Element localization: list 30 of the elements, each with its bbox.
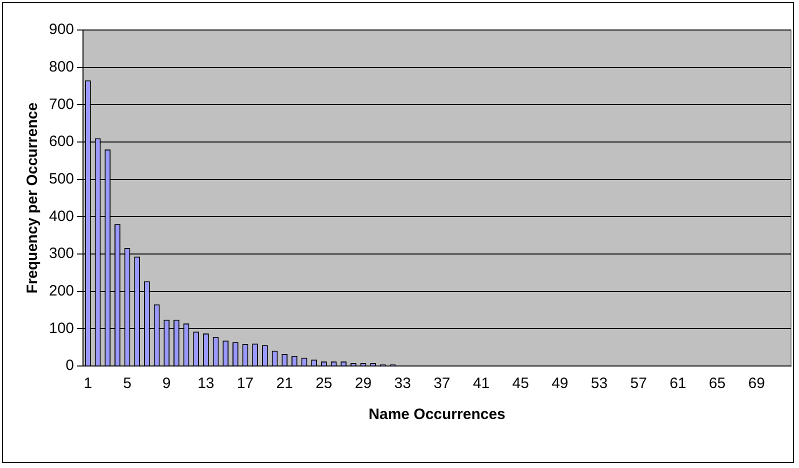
y-tick-label: 200 — [48, 282, 74, 300]
x-tick-label: 25 — [316, 375, 332, 392]
x-tick-label: 41 — [472, 375, 490, 392]
y-tick-label: 0 — [66, 357, 74, 374]
x-tick-label: 65 — [708, 375, 726, 392]
x-tick-label: 57 — [630, 375, 647, 392]
y-tick-label: 700 — [48, 96, 74, 113]
y-tick-label: 600 — [48, 133, 74, 150]
x-tick-label: 17 — [236, 375, 254, 392]
x-tick-label: 61 — [670, 375, 686, 392]
x-tick-label: 37 — [434, 375, 450, 392]
y-tick-label: 800 — [48, 58, 74, 76]
y-tick-label: 300 — [48, 245, 74, 262]
y-tick-label: 900 — [48, 21, 74, 38]
x-tick-label: 9 — [162, 375, 171, 392]
x-tick-label: 69 — [748, 375, 765, 392]
y-tick-label: 100 — [48, 320, 74, 337]
x-tick-label: 13 — [198, 375, 214, 392]
x-tick-label: 5 — [123, 375, 132, 392]
y-tick-label: 400 — [48, 208, 74, 225]
y-tick-label: 500 — [48, 170, 74, 188]
x-tick-label: 49 — [552, 375, 568, 392]
x-tick-label: 33 — [394, 375, 411, 392]
x-tick-label: 21 — [276, 375, 293, 392]
x-tick-label: 29 — [354, 375, 372, 392]
y-axis-title: Frequency per Occurrence — [24, 102, 42, 294]
x-tick-label: 53 — [590, 375, 608, 392]
x-tick-label: 45 — [512, 375, 529, 392]
x-tick-label: 1 — [84, 375, 92, 392]
x-axis-title: Name Occurrences — [368, 406, 506, 424]
